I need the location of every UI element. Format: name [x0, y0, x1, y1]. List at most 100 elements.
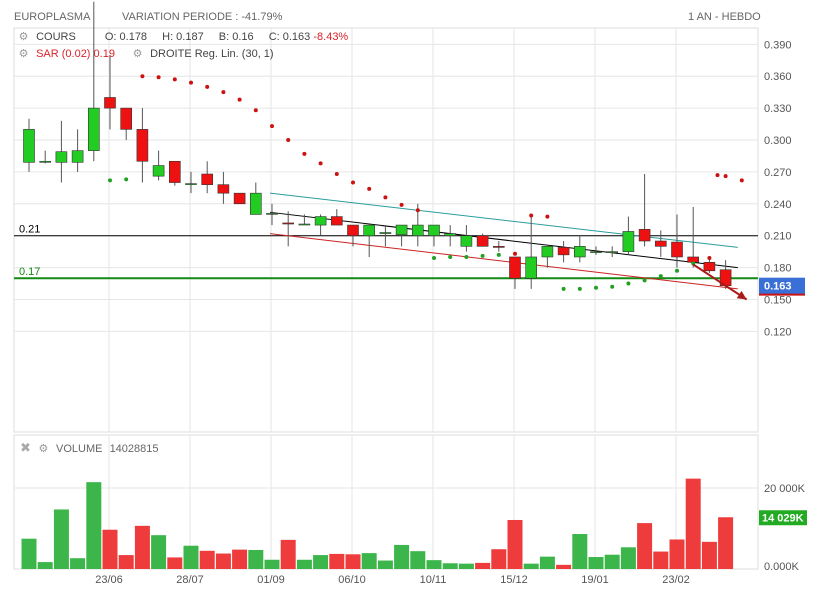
- volume-bar: [183, 545, 199, 569]
- price-badge: [759, 277, 805, 295]
- candle-body: [39, 160, 52, 163]
- candle-body: [590, 251, 602, 253]
- volume-bar: [604, 554, 620, 569]
- regression-upper-line: [269, 192, 738, 248]
- volume-bar: [620, 547, 636, 569]
- volume-bar: [539, 556, 555, 569]
- volume-bar: [232, 549, 248, 569]
- volume-bar: [637, 523, 653, 569]
- candle-body: [671, 241, 683, 258]
- candle-body: [233, 192, 246, 205]
- sar-dot: [221, 90, 226, 95]
- candle-body: [509, 256, 521, 279]
- volume-bar: [669, 539, 685, 569]
- sar-dot: [707, 256, 712, 261]
- candle-body: [169, 160, 181, 183]
- volume-bar: [53, 509, 69, 569]
- sar-dot: [156, 75, 161, 80]
- candle-body: [492, 246, 505, 248]
- gear-icon[interactable]: ⚙: [18, 48, 29, 60]
- y-tick-label: 0.240: [764, 199, 792, 211]
- gear-icon[interactable]: ⚙: [18, 31, 29, 43]
- sar-dot: [189, 80, 193, 85]
- x-tick-label: 01/09: [257, 574, 285, 586]
- volume-bar: [199, 550, 215, 569]
- volume-bar: [653, 551, 669, 569]
- candle-body: [266, 213, 278, 215]
- candle-body: [347, 224, 359, 237]
- volume-bar: [118, 555, 134, 569]
- x-tick-label: 19/01: [581, 574, 609, 586]
- volume-bar: [248, 550, 264, 569]
- gear-icon[interactable]: ⚙: [132, 48, 143, 60]
- sar-dot: [529, 213, 534, 218]
- candle-body: [557, 247, 570, 256]
- y-tick-label: 0.330: [764, 103, 792, 115]
- sar-dot: [513, 251, 517, 256]
- sar-dot: [108, 178, 112, 183]
- volume-bar: [21, 538, 37, 569]
- candle-body: [152, 165, 165, 177]
- sar-dot: [432, 256, 436, 261]
- y-tick-label: 0.390: [764, 39, 792, 51]
- volume-bar: [491, 549, 507, 569]
- volume-bar: [442, 563, 458, 569]
- x-tick-label: 06/10: [338, 574, 366, 586]
- gear-icon[interactable]: ⚙: [38, 443, 49, 455]
- volume-badge: [759, 510, 807, 526]
- volume-bar: [588, 557, 604, 569]
- sar-dot: [318, 161, 323, 166]
- volume-bar: [523, 563, 539, 569]
- hline-label: 0.21: [19, 224, 40, 236]
- sar-dot: [237, 97, 242, 102]
- sar-dot: [351, 180, 355, 185]
- volume-bar: [167, 557, 183, 569]
- candle-body: [460, 235, 473, 247]
- candle-body: [217, 184, 230, 194]
- volume-bar: [394, 544, 410, 569]
- volume-bar: [215, 553, 231, 569]
- candle-body: [136, 129, 149, 162]
- sar-dot: [334, 172, 339, 177]
- symbol-title: EUROPLASMA: [14, 11, 91, 23]
- close-icon[interactable]: ✖: [20, 440, 31, 455]
- candle-body: [185, 183, 197, 185]
- sar-dot: [286, 138, 291, 143]
- legend-cours-row: ⚙ COURS O: 0.178 H: 0.187 B: 0.16 C: 0.1…: [18, 30, 349, 43]
- volume-bar: [361, 553, 377, 569]
- candle-body: [411, 224, 424, 237]
- y-tick-label: 0.120: [764, 326, 792, 338]
- volume-bar: [701, 541, 717, 569]
- candle-body: [395, 224, 408, 235]
- candle-body: [88, 107, 100, 151]
- candle-body: [654, 240, 667, 247]
- sar-dot: [205, 84, 210, 89]
- volume-bar: [475, 562, 491, 569]
- x-tick-label: 23/06: [95, 574, 123, 586]
- x-tick-label: 23/02: [662, 574, 690, 586]
- sar-dot: [715, 173, 720, 178]
- volume-bar: [377, 560, 393, 569]
- regression-center-line: [269, 211, 738, 269]
- volume-bar: [70, 558, 86, 569]
- legend-change: -8.43%: [313, 31, 349, 43]
- sar-dot: [464, 254, 469, 259]
- x-tick-label: 28/07: [176, 574, 204, 586]
- candle-body: [23, 129, 35, 163]
- x-tick-label: 15/12: [500, 574, 528, 586]
- candle-body: [314, 216, 327, 226]
- candle-body: [55, 151, 68, 163]
- trend-arrow-line: [692, 263, 748, 301]
- candle-body: [525, 256, 538, 279]
- candle-body: [444, 233, 457, 237]
- candle-body: [71, 150, 84, 163]
- candle-body: [330, 216, 343, 226]
- sar-dot: [496, 252, 501, 257]
- sar-dot: [270, 124, 274, 129]
- volume-bar: [134, 525, 150, 569]
- sar-dot: [124, 177, 129, 182]
- volume-bar: [280, 539, 296, 569]
- sar-dot: [545, 214, 550, 219]
- legend-regline-label: DROITE Reg. Lin. (30, 1): [150, 48, 274, 60]
